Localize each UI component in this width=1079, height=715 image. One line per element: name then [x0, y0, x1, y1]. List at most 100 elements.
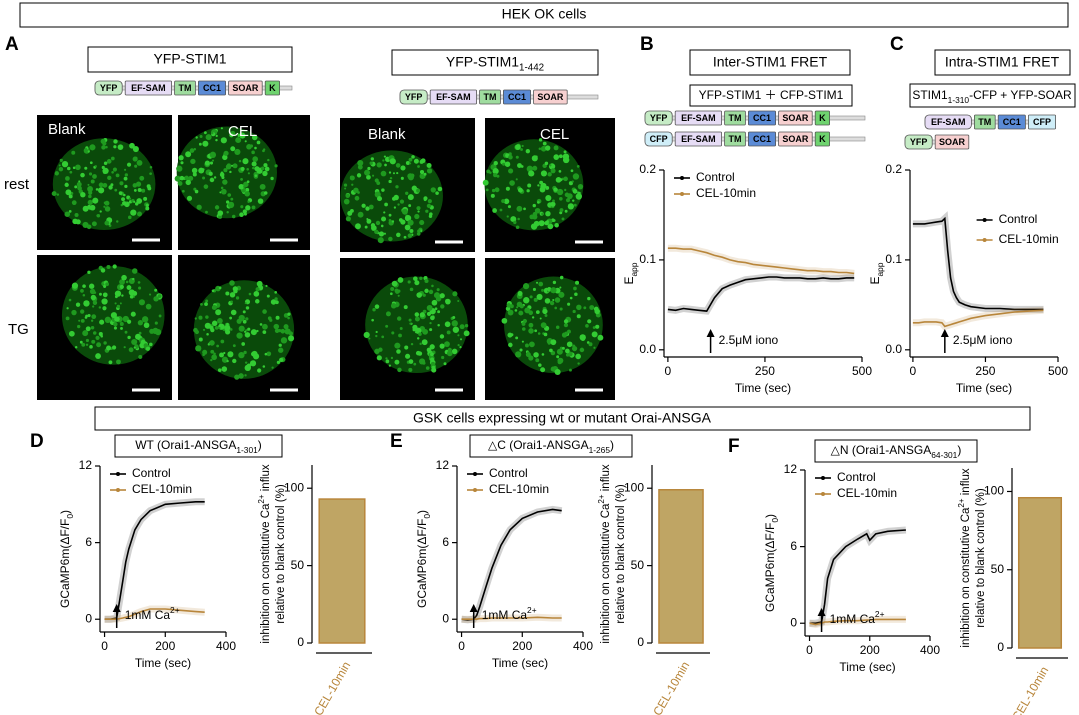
- fluorescence: [230, 309, 237, 316]
- fluorescence: [124, 168, 127, 171]
- panel-subtitle-part: 1-310: [948, 95, 970, 105]
- fluorescence: [344, 187, 347, 190]
- fluorescence: [138, 286, 142, 290]
- fluorescence: [230, 164, 234, 167]
- fluorescence: [431, 367, 437, 373]
- fluorescence: [227, 351, 234, 358]
- fluorescence: [375, 334, 378, 338]
- fluorescence: [540, 182, 547, 189]
- fluorescence: [426, 311, 432, 316]
- fluorescence: [366, 174, 371, 180]
- y-tick-label: 0.1: [885, 252, 902, 266]
- fluorescence: [395, 185, 399, 189]
- fluorescence: [572, 188, 578, 194]
- fluorescence: [204, 160, 210, 166]
- fluorescence: [256, 280, 263, 287]
- fluorescence: [119, 279, 125, 285]
- fluorescence: [251, 166, 255, 170]
- x-tick-label: 0: [665, 364, 672, 378]
- domain-label: CC1: [753, 134, 771, 144]
- fluorescence: [215, 309, 222, 316]
- annotation: 2.5μM iono: [719, 333, 779, 347]
- fluorescence: [405, 191, 409, 195]
- fluorescence: [540, 367, 546, 373]
- y-axis-label-part: inhibition on constitutive Ca: [960, 507, 972, 648]
- fluorescence: [369, 161, 373, 165]
- fluorescence: [267, 158, 270, 162]
- y-tick-label: 12: [784, 462, 798, 476]
- fluorescence: [541, 212, 545, 216]
- y-tick-label: 0: [85, 611, 92, 625]
- fluorescence: [553, 187, 558, 192]
- fluorescence: [255, 299, 260, 304]
- domain-label: K: [819, 134, 826, 144]
- fluorescence: [234, 374, 240, 380]
- fluorescence: [437, 310, 441, 314]
- fluorescence: [583, 306, 587, 310]
- domain: [814, 110, 831, 126]
- y-tick-label: 0.2: [885, 162, 902, 176]
- fluorescence: [244, 302, 247, 305]
- fluorescence: [113, 322, 118, 327]
- fluorescence: [534, 207, 541, 214]
- fluorescence: [245, 306, 250, 310]
- fluorescence: [570, 169, 574, 173]
- y-axis-label-part: 2+: [257, 494, 266, 503]
- fluorescence: [422, 293, 426, 297]
- fluorescence: [398, 218, 403, 222]
- fluorescence: [209, 161, 214, 165]
- fluorescence: [383, 232, 386, 235]
- fluorescence: [131, 268, 138, 274]
- fluorescence: [544, 161, 549, 166]
- fluorescence: [244, 374, 247, 377]
- fluorescence: [280, 337, 288, 344]
- fluorescence: [395, 163, 401, 168]
- domain: [197, 80, 226, 96]
- fluorescence: [520, 148, 523, 151]
- chart-title-part: 64-301: [931, 450, 957, 460]
- fluorescence: [234, 148, 241, 155]
- fluorescence: [114, 295, 118, 299]
- fluorescence: [145, 203, 149, 207]
- fluorescence: [126, 319, 132, 324]
- fluorescence: [180, 161, 184, 165]
- fluorescence: [235, 137, 242, 144]
- fluorescence: [588, 342, 593, 347]
- fluorescence: [529, 295, 533, 299]
- fluorescence: [132, 146, 139, 153]
- fluorescence: [396, 349, 401, 354]
- fluorescence: [244, 330, 247, 333]
- fluorescence: [550, 287, 557, 294]
- fluorescence: [273, 323, 280, 330]
- fluorescence: [195, 136, 198, 139]
- fluorescence: [407, 233, 413, 238]
- domain-label: SOAR: [782, 113, 809, 123]
- fluorescence: [287, 312, 291, 316]
- fluorescence: [508, 154, 513, 160]
- fluorescence: [242, 158, 249, 165]
- fluorescence: [202, 176, 206, 180]
- fluorescence: [409, 174, 413, 179]
- y-axis-label-part: ): [415, 510, 429, 514]
- fluorescence: [400, 165, 406, 171]
- bar: [658, 489, 704, 644]
- domain: [934, 134, 970, 150]
- fluorescence: [460, 338, 463, 341]
- fluorescence: [98, 182, 104, 188]
- fluorescence: [81, 342, 86, 347]
- fluorescence: [214, 326, 219, 330]
- fluorescence: [116, 359, 121, 365]
- fluorescence: [95, 353, 101, 359]
- fluorescence: [257, 368, 262, 373]
- fluorescence: [370, 223, 376, 228]
- fluorescence: [563, 322, 569, 328]
- legend-label: CEL-10min: [999, 232, 1059, 246]
- fluorescence: [71, 150, 76, 155]
- fluorescence: [203, 184, 209, 189]
- fluorescence: [397, 294, 400, 297]
- fluorescence: [523, 207, 526, 211]
- fluorescence: [444, 321, 451, 328]
- fluorescence: [550, 339, 557, 346]
- fluorescence: [114, 188, 118, 192]
- fluorescence: [259, 323, 263, 326]
